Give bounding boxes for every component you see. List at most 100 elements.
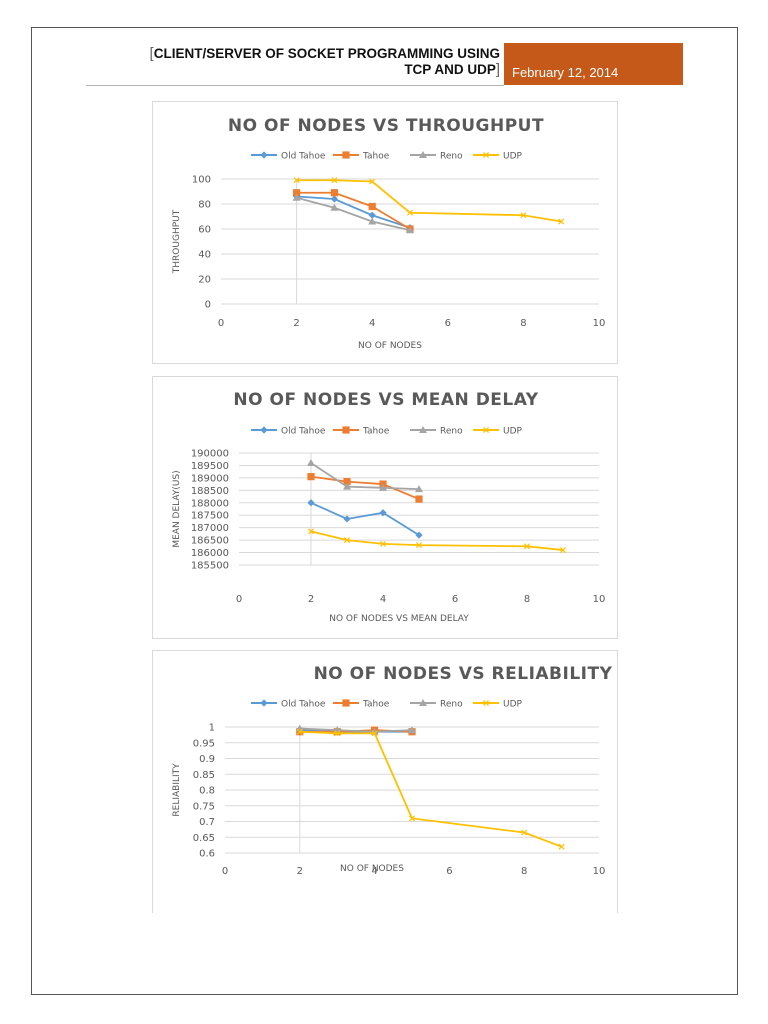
x-tick-label: 2 bbox=[297, 866, 303, 877]
data-point-reno bbox=[406, 226, 414, 234]
data-point-udp bbox=[343, 537, 351, 544]
y-tick-label: 187500 bbox=[191, 511, 229, 522]
data-point-udp bbox=[558, 843, 565, 850]
legend-label: Tahoe bbox=[362, 427, 390, 437]
data-point-udp bbox=[521, 829, 528, 836]
y-tick-label: 0.95 bbox=[193, 738, 215, 749]
legend-marker bbox=[419, 426, 427, 433]
series-line-reno bbox=[310, 462, 420, 490]
y-tick-label: 80 bbox=[198, 200, 211, 211]
x-tick-label: 8 bbox=[520, 318, 526, 329]
legend-marker bbox=[419, 699, 427, 706]
data-point-reno bbox=[307, 458, 315, 466]
data-point-tahoe bbox=[368, 202, 376, 211]
data-point-udp bbox=[415, 542, 423, 549]
legend-marker bbox=[260, 151, 268, 159]
x-tick-label: 0 bbox=[236, 594, 242, 605]
legend-label: Tahoe bbox=[362, 152, 390, 162]
document-header-title: [CLIENT/SERVER OF SOCKET PROGRAMMING USI… bbox=[86, 46, 500, 78]
series-line-reno bbox=[299, 727, 413, 733]
y-tick-label: 187000 bbox=[191, 523, 229, 534]
y-tick-label: 0.8 bbox=[199, 786, 215, 797]
x-tick-label: 4 bbox=[371, 866, 377, 877]
legend-label: Reno bbox=[440, 700, 463, 710]
data-point-old-tahoe bbox=[330, 195, 338, 203]
header-title-line2: TCP AND UDP bbox=[404, 62, 496, 77]
x-tick-label: 0 bbox=[218, 318, 224, 329]
legend-label: Old Tahoe bbox=[281, 152, 326, 162]
x-tick-label: 4 bbox=[369, 318, 375, 329]
legend-label: UDP bbox=[503, 152, 523, 162]
y-axis-label: THROUGHPUT bbox=[172, 209, 182, 274]
data-point-reno bbox=[292, 193, 301, 201]
chart-reliability: NO OF NODES VS RELIABILITY Old Tahoe Tahoe… bbox=[152, 650, 618, 913]
series-line-udp bbox=[310, 530, 564, 551]
x-tick-label: 10 bbox=[593, 594, 606, 605]
data-point-udp bbox=[379, 540, 387, 547]
legend-label: Old Tahoe bbox=[281, 427, 326, 437]
legend-marker bbox=[260, 426, 268, 434]
data-point-old-tahoe bbox=[307, 499, 315, 507]
data-point-tahoe bbox=[307, 473, 315, 481]
data-point-udp bbox=[296, 728, 303, 735]
x-tick-label: 2 bbox=[308, 594, 314, 605]
data-point-udp bbox=[334, 730, 341, 737]
y-tick-label: 0.85 bbox=[193, 770, 215, 781]
data-point-reno bbox=[368, 217, 377, 225]
y-tick-label: 0.65 bbox=[193, 833, 215, 844]
legend-marker bbox=[260, 699, 268, 707]
legend-marker bbox=[482, 426, 490, 434]
y-tick-label: 189500 bbox=[191, 461, 229, 472]
y-tick-label: 1 bbox=[209, 723, 215, 734]
data-point-udp bbox=[331, 177, 338, 184]
data-point-reno bbox=[408, 726, 416, 734]
chart-svg: NO OF NODES VS MEAN DELAY Old Tahoe Tahoe R… bbox=[172, 390, 606, 624]
y-tick-label: 190000 bbox=[191, 449, 229, 460]
legend-marker bbox=[419, 151, 427, 158]
legend-label: Reno bbox=[440, 152, 463, 162]
series-line-udp bbox=[296, 179, 562, 223]
header-bracket-open: [ bbox=[149, 45, 154, 62]
legend-label: Old Tahoe bbox=[281, 700, 326, 710]
data-point-reno bbox=[343, 482, 351, 490]
data-point-reno bbox=[330, 203, 339, 211]
y-tick-label: 0.7 bbox=[199, 817, 215, 828]
data-point-old-tahoe bbox=[343, 515, 351, 523]
data-point-tahoe bbox=[330, 189, 338, 197]
data-point-old-tahoe bbox=[379, 509, 387, 517]
y-axis-label: RELIABILITY bbox=[172, 763, 182, 817]
page-border bbox=[31, 27, 738, 995]
x-tick-label: 6 bbox=[452, 594, 458, 605]
y-tick-label: 0.75 bbox=[193, 801, 215, 812]
y-tick-label: 186500 bbox=[191, 536, 229, 547]
data-point-udp bbox=[408, 815, 416, 822]
series-line-udp bbox=[299, 730, 562, 848]
data-point-tahoe bbox=[293, 189, 301, 197]
legend-label: UDP bbox=[503, 700, 523, 710]
legend-marker bbox=[482, 151, 490, 159]
date-box: February 12, 2014 bbox=[504, 43, 683, 85]
data-point-reno bbox=[379, 483, 387, 491]
y-tick-label: 40 bbox=[198, 250, 211, 261]
y-axis-label: MEAN DELAY(US) bbox=[172, 470, 182, 547]
data-point-udp bbox=[520, 212, 527, 219]
data-point-udp bbox=[371, 730, 378, 737]
y-tick-label: 188500 bbox=[191, 486, 229, 497]
series-line-reno bbox=[296, 196, 411, 232]
chart-mean-delay: NO OF NODES VS MEAN DELAY Old Tahoe Tahoe R… bbox=[152, 376, 618, 639]
series-line-old-tahoe bbox=[310, 501, 420, 536]
y-tick-label: 60 bbox=[198, 225, 211, 236]
data-point-udp bbox=[307, 528, 315, 535]
y-tick-label: 0.9 bbox=[199, 754, 215, 765]
x-axis-label: NO OF NODES bbox=[358, 341, 422, 351]
x-tick-label: 8 bbox=[524, 594, 530, 605]
y-tick-label: 185500 bbox=[191, 561, 229, 572]
series-line-tahoe bbox=[296, 191, 411, 230]
y-tick-label: 188000 bbox=[191, 498, 229, 509]
chart-svg: NO OF NODES VS THROUGHPUT Old Tahoe Tahoe R… bbox=[172, 116, 605, 351]
data-point-udp bbox=[559, 547, 567, 554]
chart-title: NO OF NODES VS MEAN DELAY bbox=[233, 390, 538, 410]
data-point-udp bbox=[523, 543, 531, 550]
header-bracket-close: ] bbox=[495, 61, 500, 78]
chart-title: NO OF NODES VS THROUGHPUT bbox=[228, 116, 544, 136]
